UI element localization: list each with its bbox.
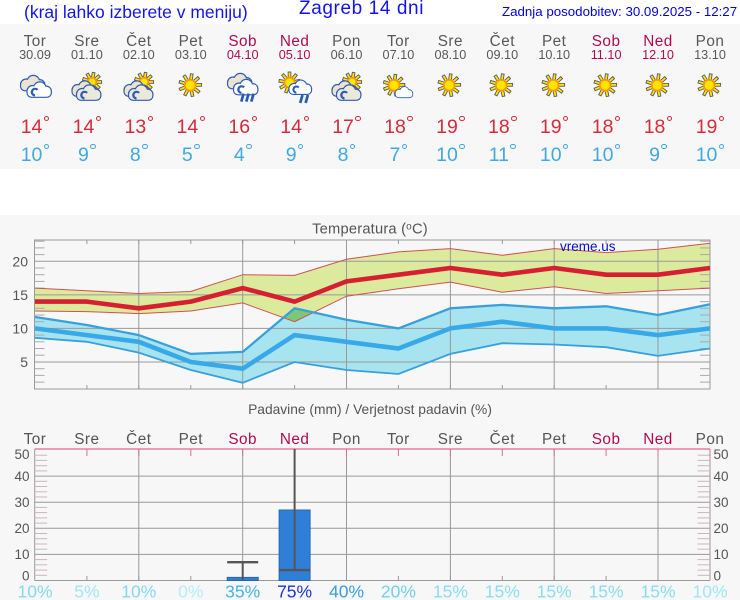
svg-text:10%: 10% bbox=[692, 582, 727, 600]
svg-text:Temperatura (oC): Temperatura (oC) bbox=[312, 222, 428, 238]
svg-text:40: 40 bbox=[714, 469, 729, 484]
svg-text:Sob: Sob bbox=[228, 431, 257, 448]
svg-text:0: 0 bbox=[22, 569, 30, 584]
svg-text:20: 20 bbox=[14, 521, 29, 536]
svg-text:Ned: Ned bbox=[280, 431, 310, 448]
svg-text:15%: 15% bbox=[640, 582, 675, 600]
svg-text:10: 10 bbox=[714, 547, 729, 562]
svg-text:Sre: Sre bbox=[438, 431, 463, 448]
svg-text:vreme.us: vreme.us bbox=[560, 239, 616, 254]
svg-text:15%: 15% bbox=[433, 582, 468, 600]
svg-text:15%: 15% bbox=[485, 582, 520, 600]
svg-text:0: 0 bbox=[714, 569, 722, 584]
svg-text:10: 10 bbox=[12, 320, 28, 336]
svg-text:Sre: Sre bbox=[74, 431, 99, 448]
svg-text:20: 20 bbox=[714, 521, 729, 536]
svg-text:Pet: Pet bbox=[179, 431, 204, 448]
svg-text:Pon: Pon bbox=[696, 431, 725, 448]
svg-text:5: 5 bbox=[20, 354, 28, 370]
svg-text:40%: 40% bbox=[329, 582, 364, 600]
svg-text:15%: 15% bbox=[537, 582, 572, 600]
svg-text:40: 40 bbox=[14, 469, 29, 484]
svg-text:20: 20 bbox=[12, 253, 28, 269]
svg-text:Ned: Ned bbox=[643, 431, 673, 448]
svg-text:Pon: Pon bbox=[332, 431, 361, 448]
svg-text:35%: 35% bbox=[225, 582, 260, 600]
svg-text:30: 30 bbox=[714, 495, 729, 510]
svg-text:10%: 10% bbox=[17, 582, 52, 600]
svg-text:0%: 0% bbox=[178, 582, 203, 600]
svg-text:10: 10 bbox=[14, 547, 29, 562]
svg-text:Čet: Čet bbox=[126, 431, 152, 448]
svg-text:Pet: Pet bbox=[542, 431, 567, 448]
svg-text:50: 50 bbox=[714, 447, 729, 462]
svg-text:5%: 5% bbox=[74, 582, 99, 600]
svg-text:Tor: Tor bbox=[387, 431, 410, 448]
svg-text:10%: 10% bbox=[121, 582, 156, 600]
svg-text:75%: 75% bbox=[277, 582, 312, 600]
svg-text:20%: 20% bbox=[381, 582, 416, 600]
svg-text:15: 15 bbox=[12, 287, 28, 303]
svg-text:50: 50 bbox=[14, 447, 29, 462]
svg-text:Padavine (mm) / Verjetnost pad: Padavine (mm) / Verjetnost padavin (%) bbox=[248, 402, 492, 417]
svg-text:15%: 15% bbox=[589, 582, 624, 600]
svg-text:Čet: Čet bbox=[490, 431, 516, 448]
svg-text:Tor: Tor bbox=[24, 431, 47, 448]
svg-text:Sob: Sob bbox=[592, 431, 621, 448]
svg-text:30: 30 bbox=[14, 495, 29, 510]
